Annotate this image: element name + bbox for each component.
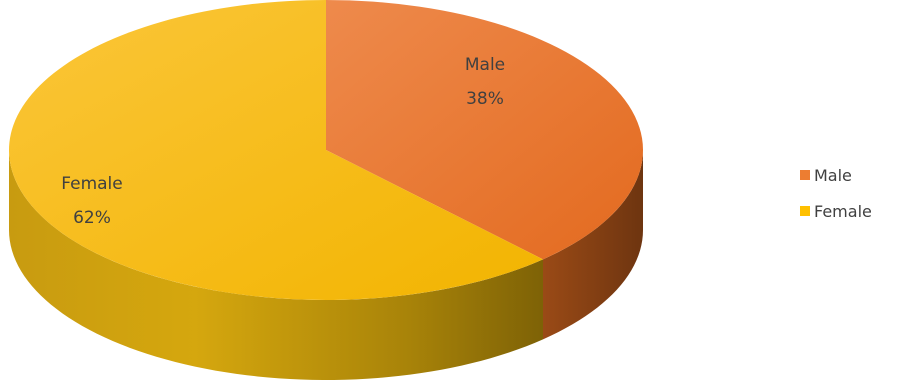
data-label-male-name: Male [465, 55, 505, 75]
legend-swatch-male [800, 170, 810, 180]
legend-item-male: Male [800, 165, 872, 185]
pie-slice-sides [9, 150, 643, 380]
data-label-female-name: Female [61, 174, 122, 194]
pie-slice-tops [9, 0, 643, 300]
pie-slice-male [326, 0, 643, 260]
legend-label-female: Female [814, 201, 872, 221]
pie-side-male [543, 150, 643, 340]
legend-swatch-female [800, 206, 810, 216]
legend-item-female: Female [800, 201, 872, 221]
legend-label-male: Male [814, 165, 852, 185]
data-label-female-percent: 62% [73, 208, 111, 228]
pie-slice-female [9, 0, 543, 300]
pie-side-female [9, 150, 543, 380]
data-label-male-percent: 38% [466, 89, 504, 109]
pie-data-labels: Male 38% Female 62% [61, 55, 505, 228]
chart-legend: Male Female [800, 165, 872, 237]
